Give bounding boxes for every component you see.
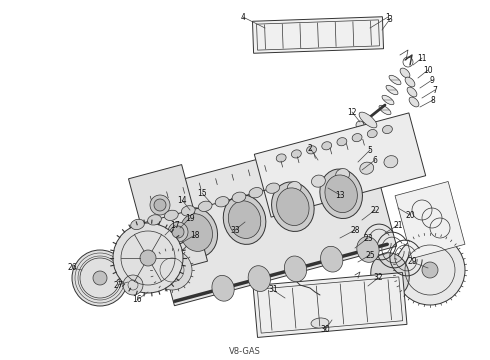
Polygon shape (144, 130, 396, 306)
Text: 15: 15 (197, 189, 207, 198)
Ellipse shape (356, 121, 364, 129)
Ellipse shape (409, 97, 419, 107)
Text: 27: 27 (113, 280, 123, 289)
Circle shape (72, 250, 128, 306)
Ellipse shape (359, 112, 377, 128)
Polygon shape (254, 113, 426, 217)
Ellipse shape (215, 197, 229, 207)
Polygon shape (252, 17, 384, 53)
Ellipse shape (223, 195, 266, 244)
Text: 16: 16 (132, 296, 142, 305)
Ellipse shape (371, 253, 409, 297)
Text: 5: 5 (368, 145, 372, 154)
Circle shape (140, 250, 156, 266)
Ellipse shape (198, 201, 212, 211)
Text: 19: 19 (185, 213, 195, 222)
Ellipse shape (320, 169, 363, 219)
Ellipse shape (337, 138, 347, 146)
Text: 1: 1 (386, 13, 391, 22)
Text: 6: 6 (372, 156, 377, 165)
Ellipse shape (284, 256, 307, 282)
Polygon shape (253, 273, 407, 337)
Ellipse shape (165, 210, 178, 221)
Circle shape (395, 235, 465, 305)
Text: 2: 2 (308, 144, 313, 153)
Ellipse shape (383, 125, 392, 134)
Text: 30: 30 (320, 325, 330, 334)
Text: 22: 22 (370, 206, 380, 215)
Text: 29: 29 (407, 257, 417, 266)
Ellipse shape (400, 68, 410, 78)
Ellipse shape (336, 168, 349, 181)
Text: 10: 10 (423, 66, 433, 75)
Text: 25: 25 (365, 251, 375, 260)
Circle shape (123, 275, 143, 295)
Ellipse shape (352, 134, 362, 142)
Ellipse shape (325, 175, 357, 212)
Ellipse shape (287, 181, 301, 194)
Circle shape (168, 222, 188, 242)
Ellipse shape (386, 85, 398, 95)
Ellipse shape (180, 214, 213, 251)
Polygon shape (395, 181, 465, 258)
Ellipse shape (181, 206, 195, 216)
Ellipse shape (389, 75, 401, 85)
Text: 12: 12 (347, 108, 357, 117)
Ellipse shape (312, 175, 325, 187)
Ellipse shape (322, 142, 332, 150)
Ellipse shape (307, 146, 317, 154)
Text: 23: 23 (363, 234, 373, 243)
Text: 20: 20 (405, 211, 415, 220)
Ellipse shape (175, 208, 218, 257)
Text: 31: 31 (268, 285, 278, 294)
Ellipse shape (405, 77, 415, 87)
Text: 7: 7 (433, 86, 438, 95)
Circle shape (93, 271, 107, 285)
Ellipse shape (311, 318, 329, 328)
Ellipse shape (368, 130, 377, 138)
Ellipse shape (212, 275, 234, 301)
Ellipse shape (360, 162, 374, 174)
Text: 13: 13 (335, 190, 345, 199)
Circle shape (172, 226, 184, 238)
Ellipse shape (228, 201, 261, 238)
Ellipse shape (357, 237, 379, 262)
Ellipse shape (249, 188, 263, 198)
Text: 26: 26 (67, 264, 77, 273)
Text: 8: 8 (431, 95, 436, 104)
Ellipse shape (131, 219, 145, 230)
Text: 17: 17 (170, 220, 180, 230)
Circle shape (113, 223, 183, 293)
Ellipse shape (277, 188, 309, 225)
Circle shape (422, 262, 438, 278)
Ellipse shape (266, 183, 280, 193)
Polygon shape (128, 165, 207, 275)
Ellipse shape (382, 95, 394, 105)
Text: V8-GAS: V8-GAS (229, 347, 261, 356)
Text: 4: 4 (241, 13, 245, 22)
Ellipse shape (276, 154, 286, 162)
Text: 9: 9 (430, 76, 435, 85)
Ellipse shape (248, 266, 270, 292)
Ellipse shape (320, 246, 343, 272)
Ellipse shape (407, 87, 417, 97)
Text: 32: 32 (373, 274, 383, 283)
Circle shape (150, 195, 170, 215)
Ellipse shape (384, 156, 398, 168)
Circle shape (152, 250, 192, 290)
Ellipse shape (292, 150, 301, 158)
Text: 28: 28 (350, 225, 360, 234)
Text: 21: 21 (393, 220, 403, 230)
Text: 11: 11 (417, 54, 427, 63)
Ellipse shape (232, 192, 246, 202)
Ellipse shape (271, 182, 314, 231)
Text: 3: 3 (388, 14, 392, 23)
Text: 14: 14 (177, 195, 187, 204)
Ellipse shape (379, 105, 391, 115)
Text: 33: 33 (230, 225, 240, 234)
Text: 18: 18 (190, 230, 200, 239)
Circle shape (154, 199, 166, 211)
Ellipse shape (147, 215, 161, 225)
